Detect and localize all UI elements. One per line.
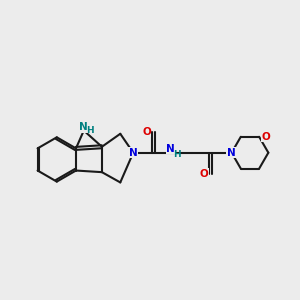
Text: H: H (86, 126, 94, 135)
Text: N: N (80, 122, 88, 132)
Text: N: N (227, 148, 236, 158)
Text: H: H (173, 150, 181, 159)
Text: O: O (200, 169, 208, 179)
Text: N: N (129, 148, 138, 158)
Text: O: O (262, 132, 270, 142)
Text: N: N (167, 144, 175, 154)
Text: O: O (142, 127, 151, 136)
